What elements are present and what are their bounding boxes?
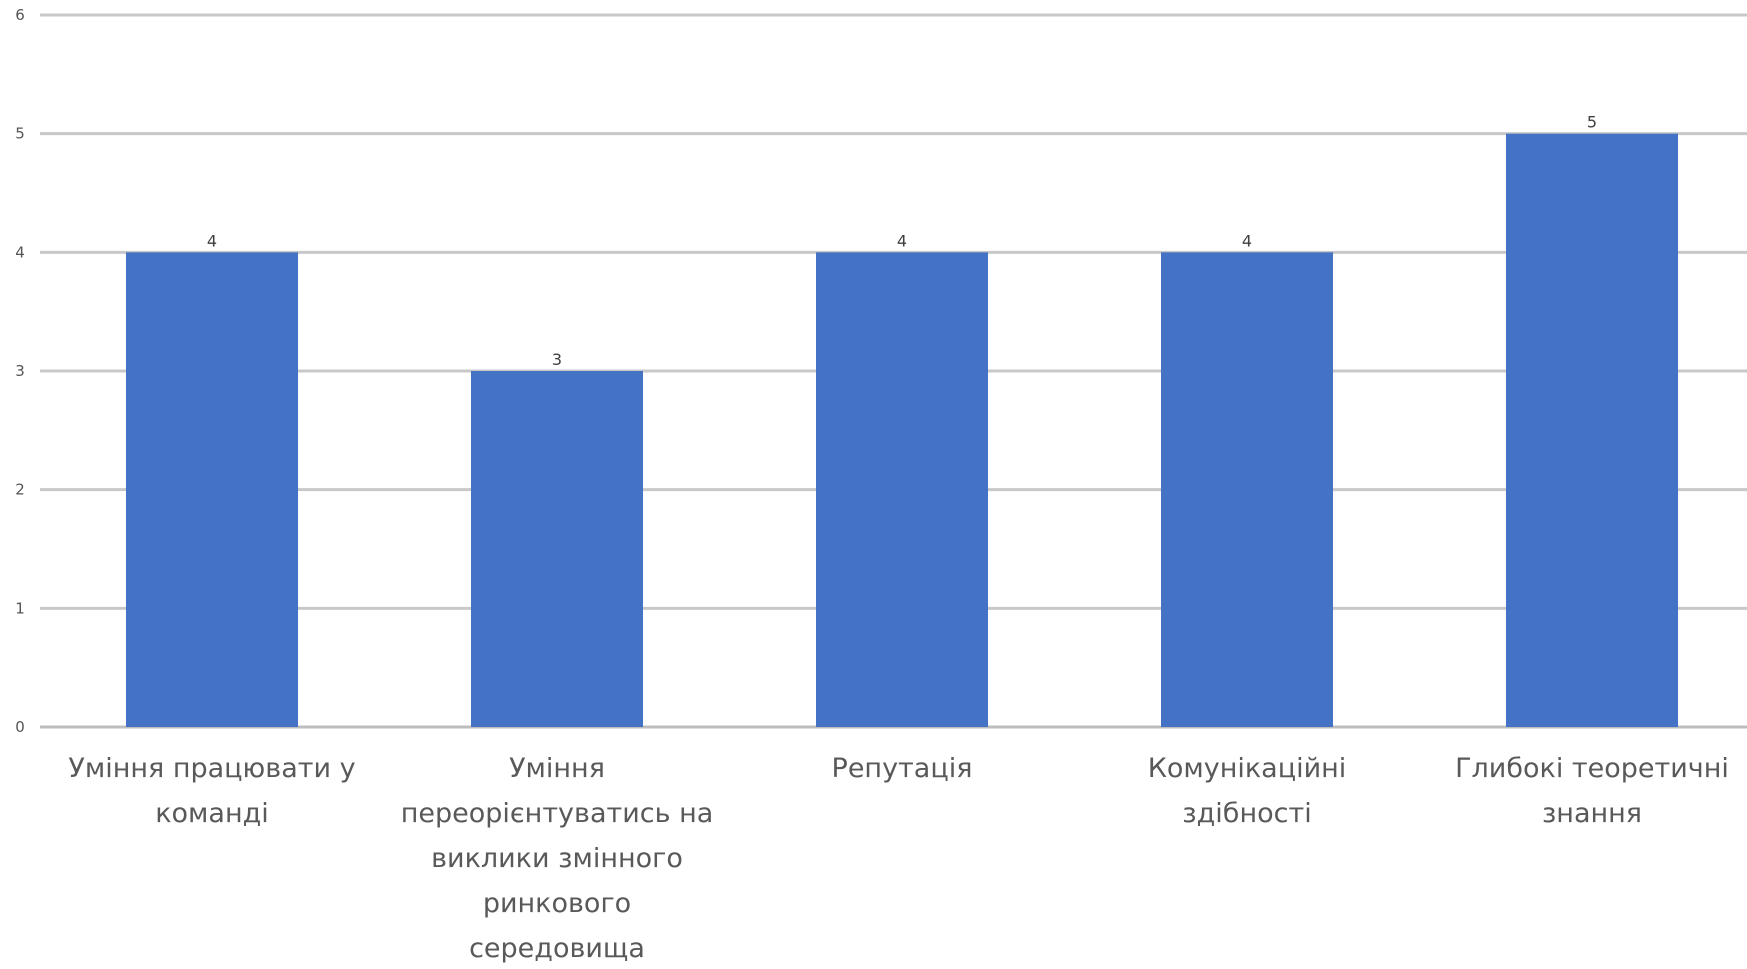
category-label-line: команді <box>155 798 269 829</box>
y-tick-label: 0 <box>15 718 25 736</box>
data-label: 4 <box>207 231 217 250</box>
category-label-line: виклики змінного <box>431 843 683 874</box>
bar <box>126 252 298 728</box>
category-label: Уміння переорієнтуватись на виклики змінно… <box>401 753 714 964</box>
category-label-line: Уміння <box>509 753 605 784</box>
category-label: Комунікаційні здібності <box>1148 753 1347 829</box>
category-label-line: ринкового <box>483 888 631 919</box>
data-label: 5 <box>1587 113 1597 132</box>
category-label-line: Комунікаційні <box>1148 753 1347 784</box>
bar <box>471 371 643 727</box>
category-label: Глибокі теоретичні знання <box>1455 753 1729 829</box>
y-tick-label: 6 <box>15 6 25 24</box>
data-labels: 4 3 4 4 5 <box>207 113 1597 369</box>
data-label: 4 <box>897 231 907 250</box>
data-label: 4 <box>1242 231 1252 250</box>
category-label-line: переорієнтуватись на <box>401 798 714 829</box>
bars <box>126 133 1678 728</box>
y-tick-label: 4 <box>15 243 25 261</box>
category-label-line: Глибокі теоретичні <box>1455 753 1729 784</box>
category-label-line: знання <box>1542 798 1642 829</box>
category-label: Репутація <box>832 753 973 784</box>
category-label-line: середовища <box>469 933 645 964</box>
x-axis-category-labels: Уміння працювати у команді Уміння переорієн… <box>68 753 1729 964</box>
category-label: Уміння працювати у команді <box>68 753 355 829</box>
category-label-line: Уміння працювати у <box>68 753 355 784</box>
bar <box>816 252 988 728</box>
bar <box>1506 133 1678 727</box>
data-label: 3 <box>552 350 562 369</box>
y-tick-label: 5 <box>15 125 25 143</box>
y-tick-label: 3 <box>15 362 25 380</box>
bar <box>1161 252 1333 728</box>
y-axis-tick-labels: 0 1 2 3 4 5 6 <box>15 6 25 736</box>
y-tick-label: 2 <box>15 481 25 499</box>
category-label-line: здібності <box>1182 798 1311 829</box>
category-label-line: Репутація <box>832 753 973 784</box>
y-tick-label: 1 <box>15 599 25 617</box>
